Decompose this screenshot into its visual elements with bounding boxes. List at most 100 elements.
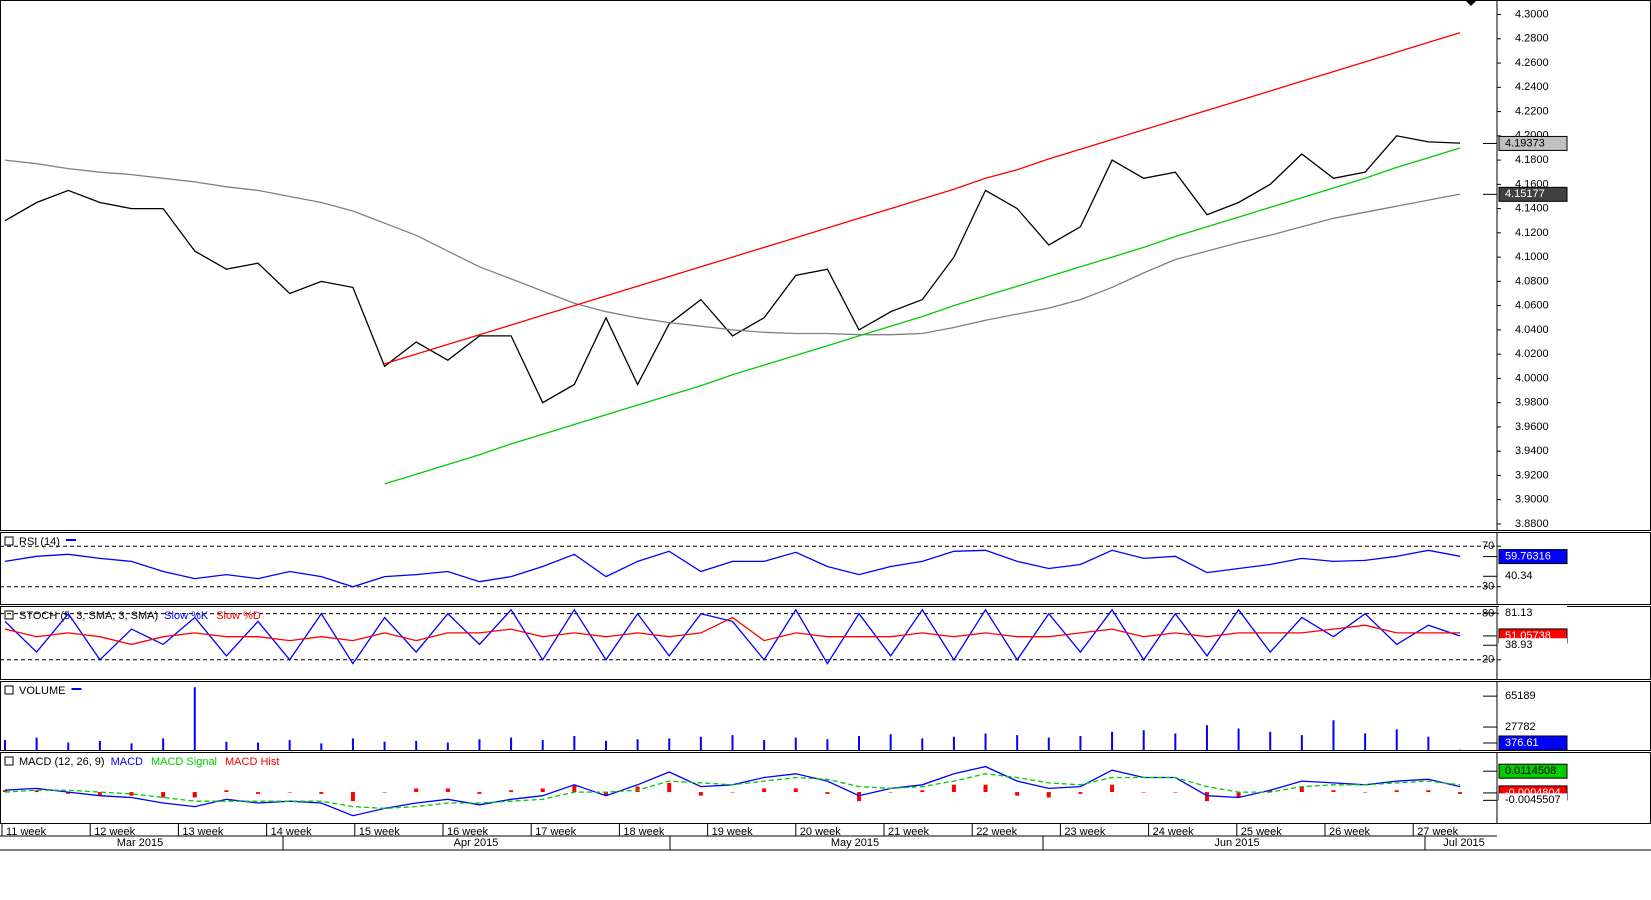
y-tick-label: 4.3000 bbox=[1515, 8, 1549, 20]
volume-bar bbox=[1143, 730, 1145, 750]
volume-bar bbox=[542, 740, 544, 750]
y-tick-label: 4.1400 bbox=[1515, 203, 1549, 215]
volume-bar bbox=[1301, 735, 1303, 750]
hist-bar bbox=[762, 788, 766, 792]
volume-bar bbox=[637, 739, 639, 750]
hist-bar bbox=[1458, 792, 1462, 794]
month-label: Apr 2015 bbox=[454, 837, 499, 849]
month-label: Jun 2015 bbox=[1214, 837, 1259, 849]
hist-bar bbox=[541, 788, 545, 792]
month-label: May 2015 bbox=[831, 837, 879, 849]
marker-label: 4.15177 bbox=[1505, 188, 1545, 200]
hist-bar bbox=[1331, 790, 1335, 792]
hist-bar bbox=[351, 792, 355, 801]
hist-bar bbox=[952, 785, 956, 792]
marker-label: 81.13 bbox=[1505, 607, 1533, 619]
volume-bar bbox=[953, 737, 955, 750]
volume-bar bbox=[447, 743, 449, 750]
y-tick-label: 4.1800 bbox=[1515, 154, 1549, 166]
legend-entry: Slow %K bbox=[164, 610, 209, 622]
hist-bar bbox=[1110, 785, 1114, 792]
hist-bar bbox=[1047, 792, 1051, 797]
y-tick-label: 30 bbox=[1482, 581, 1494, 593]
volume-bar bbox=[921, 738, 923, 750]
marker-label: 27782 bbox=[1505, 721, 1536, 733]
month-label: Jul 2015 bbox=[1443, 837, 1485, 849]
volume-bar bbox=[36, 738, 38, 750]
volume-bar bbox=[257, 743, 259, 750]
y-tick-label: 3.9800 bbox=[1515, 397, 1549, 409]
volume-bar bbox=[1174, 733, 1176, 750]
volume-bar bbox=[605, 741, 607, 750]
y-tick-label: 3.9200 bbox=[1515, 469, 1549, 481]
hist-bar bbox=[1395, 790, 1399, 792]
volume-bar bbox=[194, 687, 196, 750]
hist-bar bbox=[984, 785, 988, 792]
volume-bar bbox=[415, 741, 417, 750]
volume-bar bbox=[890, 734, 892, 750]
volume-bar bbox=[795, 738, 797, 750]
y-tick-label: 4.0400 bbox=[1515, 324, 1549, 336]
hist-bar bbox=[1015, 792, 1019, 796]
hist-bar bbox=[794, 788, 798, 792]
y-tick-label: 3.9000 bbox=[1515, 494, 1549, 506]
volume-bar bbox=[985, 733, 987, 750]
volume-bar bbox=[1396, 729, 1398, 750]
hist-bar bbox=[383, 792, 387, 793]
volume-bar bbox=[1269, 732, 1271, 750]
volume-bar bbox=[289, 740, 291, 750]
legend-entry: MACD bbox=[111, 756, 143, 768]
volume-bar bbox=[668, 738, 670, 750]
volume-bar bbox=[1206, 725, 1208, 750]
panel-title: VOLUME bbox=[19, 685, 65, 697]
panel-title: MACD (12, 26, 9) bbox=[19, 756, 105, 768]
marker-label: 59.76316 bbox=[1505, 550, 1551, 562]
hist-bar bbox=[699, 792, 703, 796]
hist-bar bbox=[1173, 792, 1177, 793]
hist-bar bbox=[288, 792, 292, 793]
y-tick-label: 4.2600 bbox=[1515, 57, 1549, 69]
panel-title: STOCH (5, 3, SMA, 3, SMA) bbox=[19, 610, 158, 622]
volume-bar bbox=[510, 738, 512, 750]
y-tick-label: 4.0800 bbox=[1515, 275, 1549, 287]
volume-bar bbox=[700, 737, 702, 750]
hist-bar bbox=[857, 792, 861, 801]
marker-label: 376.61 bbox=[1505, 737, 1539, 749]
y-tick-label: 4.1200 bbox=[1515, 227, 1549, 239]
volume-bar bbox=[67, 743, 69, 750]
volume-bar bbox=[1364, 733, 1366, 750]
y-tick-label: 20 bbox=[1482, 654, 1494, 666]
y-tick-label: 4.2200 bbox=[1515, 105, 1549, 117]
volume-bar bbox=[732, 735, 734, 750]
marker-label: 40.34 bbox=[1505, 570, 1533, 582]
hist-bar bbox=[667, 783, 671, 792]
hist-bar bbox=[889, 792, 893, 793]
hist-bar bbox=[1142, 792, 1146, 793]
y-tick-label: 4.0200 bbox=[1515, 348, 1549, 360]
volume-bar bbox=[162, 738, 164, 750]
volume-bar bbox=[1332, 720, 1334, 750]
y-tick-label: 4.2800 bbox=[1515, 33, 1549, 45]
volume-bar bbox=[763, 740, 765, 750]
volume-bar bbox=[99, 741, 101, 750]
hist-bar bbox=[477, 792, 481, 794]
y-tick-label: 80 bbox=[1482, 608, 1494, 620]
volume-bar bbox=[573, 736, 575, 750]
volume-bar bbox=[352, 738, 354, 750]
hist-bar bbox=[1426, 790, 1430, 792]
y-tick-label: 4.0600 bbox=[1515, 300, 1549, 312]
marker-label: -0.0045507 bbox=[1505, 794, 1561, 806]
y-tick-label: 3.8800 bbox=[1515, 518, 1549, 530]
y-tick-label: 4.1000 bbox=[1515, 251, 1549, 263]
volume-bar bbox=[1048, 738, 1050, 750]
hist-bar bbox=[1363, 792, 1367, 793]
y-tick-label: 4.0000 bbox=[1515, 372, 1549, 384]
hist-bar bbox=[731, 792, 735, 793]
hist-bar bbox=[1205, 792, 1209, 801]
hist-bar bbox=[256, 792, 260, 794]
volume-bar bbox=[1238, 729, 1240, 750]
y-tick-label: 70 bbox=[1482, 540, 1494, 552]
volume-bar bbox=[1427, 737, 1429, 750]
hist-bar bbox=[161, 792, 165, 797]
